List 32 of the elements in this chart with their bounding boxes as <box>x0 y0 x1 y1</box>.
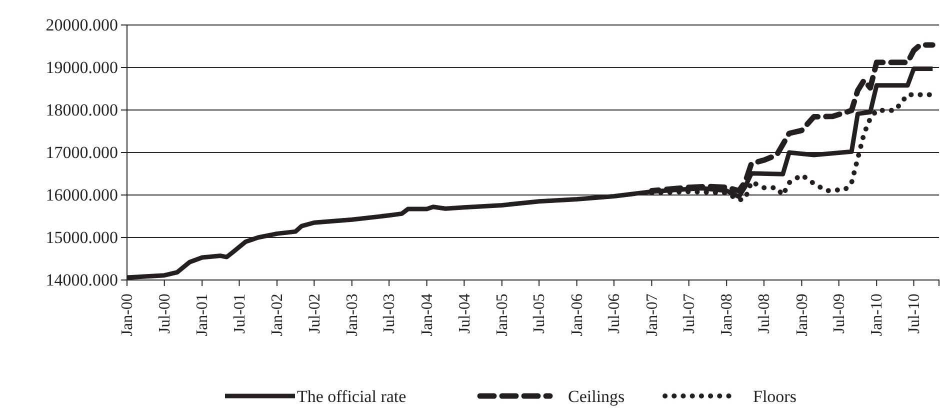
x-tick-label: Jan-01 <box>194 294 212 336</box>
x-tick-label: Jul-06 <box>606 294 624 334</box>
x-tick-label: Jul-07 <box>680 294 698 334</box>
x-tick-label: Jul-08 <box>756 294 774 334</box>
x-tick-label: Jan-08 <box>718 294 736 336</box>
y-tick-label: 19000.000 <box>46 58 118 77</box>
x-tick-label: Jan-09 <box>794 294 811 336</box>
x-tick-label: Jan-04 <box>418 294 436 336</box>
legend-label: Floors <box>753 387 796 406</box>
legend-label: The official rate <box>297 387 406 406</box>
y-tick-label: 15000.000 <box>46 228 118 247</box>
x-tick-label: Jul-04 <box>456 294 474 334</box>
x-tick-label: Jul-10 <box>906 294 923 334</box>
x-tick-label: Jan-10 <box>868 294 886 336</box>
x-tick-label: Jul-02 <box>306 294 324 334</box>
x-tick-label: Jan-05 <box>494 294 512 336</box>
y-tick-label: 20000.000 <box>46 15 118 34</box>
x-tick-label: Jul-03 <box>381 294 398 334</box>
x-tick-label: Jan-03 <box>344 294 362 336</box>
legend-label: Ceilings <box>568 387 625 406</box>
x-tick-label: Jul-01 <box>231 294 248 334</box>
y-tick-label: 18000.000 <box>46 100 118 120</box>
x-tick-label: Jul-05 <box>531 294 548 334</box>
x-tick-label: Jan-00 <box>119 294 136 336</box>
y-tick-label: 17000.000 <box>46 142 118 162</box>
x-tick-label: Jan-06 <box>568 294 586 336</box>
x-tick-label: Jan-07 <box>644 294 661 336</box>
x-tick-label: Jan-02 <box>269 294 286 336</box>
x-tick-label: Jul-00 <box>156 294 174 334</box>
x-tick-label: Jul-09 <box>830 294 848 334</box>
y-tick-label: 14000.000 <box>46 270 118 290</box>
y-tick-label: 16000.000 <box>46 185 118 204</box>
